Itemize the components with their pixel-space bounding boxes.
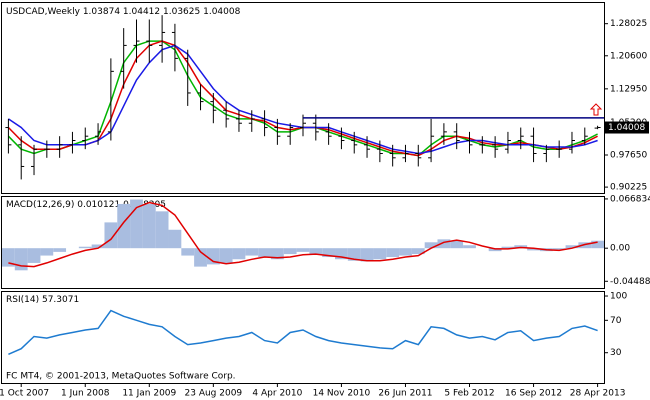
- macd-bar: [40, 248, 54, 256]
- watermark: FC MT4, © 2001-2013, MetaQuotes Software…: [6, 372, 236, 382]
- x-tick-label: 1 Jun 2008: [61, 389, 110, 399]
- x-tick-label: 11 Jan 2009: [122, 389, 176, 399]
- macd-bar: [527, 248, 540, 251]
- macd-bar: [155, 211, 169, 249]
- low: 1.03625: [163, 7, 200, 17]
- macd-bar: [232, 248, 246, 260]
- x-tick-label: 28 Apr 2013: [570, 389, 626, 399]
- x-tick-label: 21 Oct 2007: [0, 389, 49, 399]
- panel-frames: [1, 2, 605, 384]
- y-tick-label: 0.97650: [610, 150, 647, 160]
- macd-bar: [347, 248, 361, 261]
- macd-bar: [142, 203, 156, 249]
- price-title: USDCAD,Weekly 1.03874 1.04412 1.03625 1.…: [6, 7, 241, 17]
- macd-frame: [1, 196, 605, 289]
- macd-bar: [411, 248, 425, 255]
- macd-bar: [117, 203, 131, 249]
- x-tick-label: 26 Jun 2011: [378, 389, 432, 399]
- rsi-line: [8, 309, 598, 355]
- y-tick-label: 1.28025: [610, 19, 647, 29]
- macd-bar: [258, 248, 271, 258]
- macd-bar: [104, 222, 118, 249]
- price-label-box: [604, 121, 649, 134]
- macd-bar: [270, 248, 284, 260]
- close: 1.04008: [203, 7, 240, 17]
- macd-bar: [245, 248, 259, 256]
- macd-bar: [27, 248, 41, 263]
- macd-bar: [565, 245, 579, 249]
- macd-bar: [373, 248, 387, 260]
- macd-bar: [53, 248, 67, 252]
- y-tick-label: 70: [610, 316, 622, 326]
- x-tick-label: 4 Apr 2010: [252, 389, 302, 399]
- rsi-frame: [1, 291, 605, 384]
- open: 1.03874: [83, 7, 120, 17]
- macd-bar: [399, 248, 412, 256]
- macd-bar: [309, 248, 323, 255]
- macd-bar: [386, 248, 400, 258]
- macd-bar: [360, 248, 374, 262]
- y-tick-label: 0.90225: [610, 183, 647, 193]
- high: 1.04412: [123, 7, 160, 17]
- main: 0.010121: [77, 200, 120, 210]
- macd-bar: [514, 245, 528, 249]
- macd-bar: [424, 242, 438, 249]
- x-tick-label: 5 Feb 2012: [444, 389, 494, 399]
- macd-bar: [91, 244, 105, 249]
- arrow-icon: [589, 103, 603, 116]
- macd-bar: [437, 239, 451, 249]
- macd-bar: [552, 248, 566, 250]
- macd-bar: [283, 248, 297, 255]
- y-tick-label: 1.20600: [610, 51, 647, 61]
- signal-line: [8, 201, 598, 268]
- y-tick-label: -0.044883: [610, 277, 650, 287]
- macd-bar: [181, 248, 195, 256]
- macd-bar: [463, 245, 476, 249]
- price-label: 1.04008: [608, 123, 645, 133]
- macd-bar: [78, 246, 92, 249]
- y-tick-label: 0.066834: [610, 194, 650, 204]
- rsi-title: RSI(14) 57.3071: [6, 295, 79, 305]
- indicator: MACD(12,26,9): [6, 200, 74, 210]
- macd-bar: [501, 246, 515, 249]
- macd-bar: [219, 248, 233, 263]
- value: 57.3071: [42, 295, 79, 305]
- macd-bar: [450, 240, 464, 249]
- y-tick-label: 100: [610, 292, 627, 302]
- macd-bar: [591, 240, 604, 249]
- macd-bar: [488, 248, 502, 252]
- macd-bar: [14, 248, 28, 271]
- alert-arrow: [589, 103, 603, 116]
- x-tick-label: 16 Sep 2012: [505, 389, 562, 399]
- macd-bar: [296, 248, 310, 252]
- macd-bar: [2, 248, 15, 267]
- macd-bar: [168, 229, 182, 249]
- y-tick-label: 30: [610, 348, 622, 358]
- price-frame: [1, 2, 605, 194]
- y-tick-label: 1.12950: [610, 84, 647, 94]
- macd-bar: [206, 248, 220, 265]
- indicator: RSI(14): [6, 295, 39, 305]
- symbol: USDCAD,Weekly: [6, 7, 81, 17]
- macd-bar: [322, 248, 336, 258]
- x-tick-label: 14 Nov 2010: [313, 389, 371, 399]
- macd-bar: [194, 248, 207, 267]
- macd-bar: [335, 248, 348, 260]
- y-tick-label: 0.00: [610, 244, 630, 254]
- x-tick-label: 23 Aug 2009: [185, 389, 243, 399]
